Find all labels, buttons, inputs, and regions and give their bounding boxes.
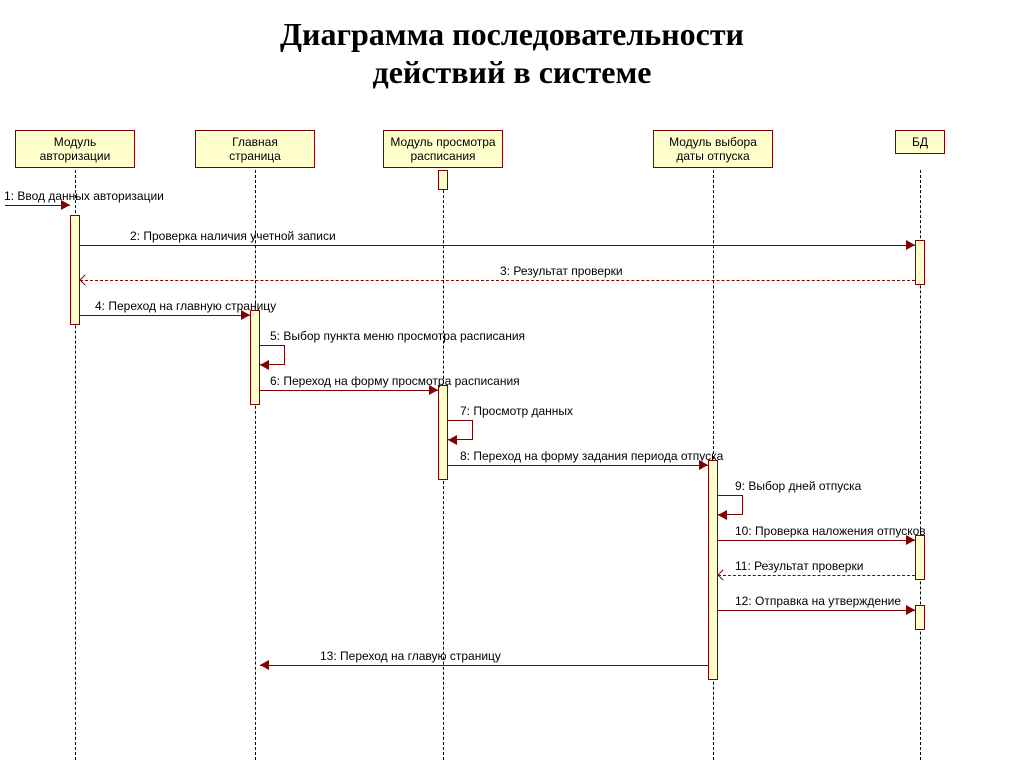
page-title: Диаграмма последовательности действий в … bbox=[0, 0, 1024, 92]
activation-vac bbox=[708, 460, 718, 680]
message-label-6: 6: Переход на форму просмотра расписания bbox=[270, 374, 520, 388]
arrow-head-icon bbox=[429, 385, 438, 395]
sequence-diagram: Модульавторизации Главнаястраница Модуль п… bbox=[0, 130, 1024, 767]
arrow-head-icon bbox=[906, 605, 915, 615]
message-arrow-12 bbox=[718, 610, 915, 611]
message-label-1: 1: Ввод данных авторизации bbox=[4, 189, 164, 203]
title-line-1: Диаграмма последовательности bbox=[280, 16, 744, 52]
arrow-head-icon bbox=[906, 535, 915, 545]
arrow-head-icon bbox=[79, 274, 90, 285]
activation-sched bbox=[438, 385, 448, 480]
arrow-head-icon bbox=[717, 569, 728, 580]
activation-auth bbox=[70, 215, 80, 325]
message-label-8: 8: Переход на форму задания периода отпу… bbox=[460, 449, 723, 463]
activation-db bbox=[915, 240, 925, 285]
message-label-9: 9: Выбор дней отпуска bbox=[735, 479, 861, 493]
message-label-2: 2: Проверка наличия учетной записи bbox=[130, 229, 336, 243]
message-arrow-2 bbox=[80, 245, 915, 246]
arrow-head-icon bbox=[260, 360, 269, 370]
arrow-head-icon bbox=[61, 200, 70, 210]
message-label-5: 5: Выбор пункта меню просмотра расписани… bbox=[270, 329, 525, 343]
activation-db bbox=[915, 605, 925, 630]
activation-main bbox=[250, 310, 260, 405]
message-arrow-11 bbox=[718, 575, 915, 576]
message-arrow-6 bbox=[260, 390, 438, 391]
activation-sched bbox=[438, 170, 448, 190]
arrow-head-icon bbox=[448, 435, 457, 445]
title-line-2: действий в системе bbox=[373, 54, 652, 90]
message-arrow-3 bbox=[80, 280, 915, 281]
message-label-10: 10: Проверка наложения отпусков bbox=[735, 524, 926, 538]
message-arrow-10 bbox=[718, 540, 915, 541]
message-label-11: 11: Результат проверки bbox=[735, 559, 863, 573]
message-label-13: 13: Переход на главую страницу bbox=[320, 649, 501, 663]
message-arrow-4 bbox=[80, 315, 250, 316]
message-arrow-8 bbox=[448, 465, 708, 466]
arrow-head-icon bbox=[699, 460, 708, 470]
participant-vac: Модуль выборадаты отпуска bbox=[653, 130, 773, 168]
participant-main: Главнаястраница bbox=[195, 130, 315, 168]
arrow-head-icon bbox=[241, 310, 250, 320]
activation-db bbox=[915, 535, 925, 580]
arrow-head-icon bbox=[260, 660, 269, 670]
participant-db: БД bbox=[895, 130, 945, 154]
message-label-3: 3: Результат проверки bbox=[500, 264, 623, 278]
participant-sched: Модуль просмотрарасписания bbox=[383, 130, 503, 168]
arrow-head-icon bbox=[906, 240, 915, 250]
arrow-head-icon bbox=[718, 510, 727, 520]
message-arrow-13 bbox=[260, 665, 708, 666]
participant-auth: Модульавторизации bbox=[15, 130, 135, 168]
lifeline-main bbox=[255, 170, 256, 760]
message-label-12: 12: Отправка на утверждение bbox=[735, 594, 901, 608]
message-label-7: 7: Просмотр данных bbox=[460, 404, 573, 418]
